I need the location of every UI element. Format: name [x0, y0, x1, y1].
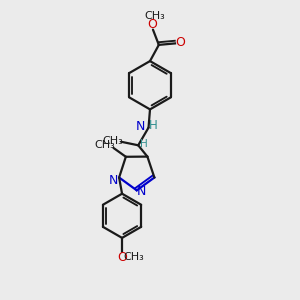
Text: CH₃: CH₃ [103, 136, 123, 146]
Text: O: O [117, 251, 127, 264]
Text: CH₃: CH₃ [144, 11, 165, 21]
Text: H: H [149, 119, 158, 132]
Text: N: N [109, 174, 119, 187]
Text: N: N [137, 185, 146, 198]
Text: O: O [147, 18, 157, 31]
Text: O: O [175, 36, 185, 49]
Text: N: N [136, 120, 146, 133]
Text: H: H [140, 139, 147, 148]
Text: CH₃: CH₃ [95, 140, 116, 150]
Text: CH₃: CH₃ [124, 252, 144, 262]
